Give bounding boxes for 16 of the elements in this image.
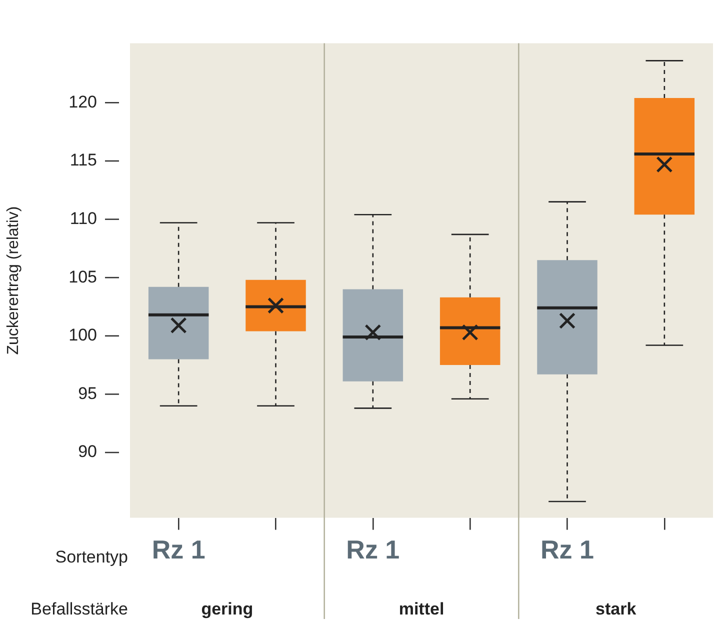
text: gering <box>201 600 254 619</box>
y-axis-title: Zuckerertrag (relativ) <box>5 206 22 355</box>
text: stark <box>596 600 637 619</box>
text: Sortentyp <box>55 548 128 567</box>
x-tick-label: Rz 1 <box>346 534 400 565</box>
text: Befallsstärke <box>30 600 128 619</box>
y-tick-label: 115 <box>70 150 97 170</box>
y-tick-label: 120 <box>68 92 97 112</box>
y-tick-label: 90 <box>78 442 97 462</box>
y-tick-label: 105 <box>68 267 97 286</box>
y-tick-label: 100 <box>68 326 97 345</box>
x-tick-label: Rz 1 <box>152 534 206 565</box>
y-tick-label: 110 <box>70 208 97 228</box>
text: mittel <box>398 600 444 619</box>
y-tick-label: 95 <box>78 384 97 403</box>
x-tick-label: Rz 1 <box>540 534 594 565</box>
